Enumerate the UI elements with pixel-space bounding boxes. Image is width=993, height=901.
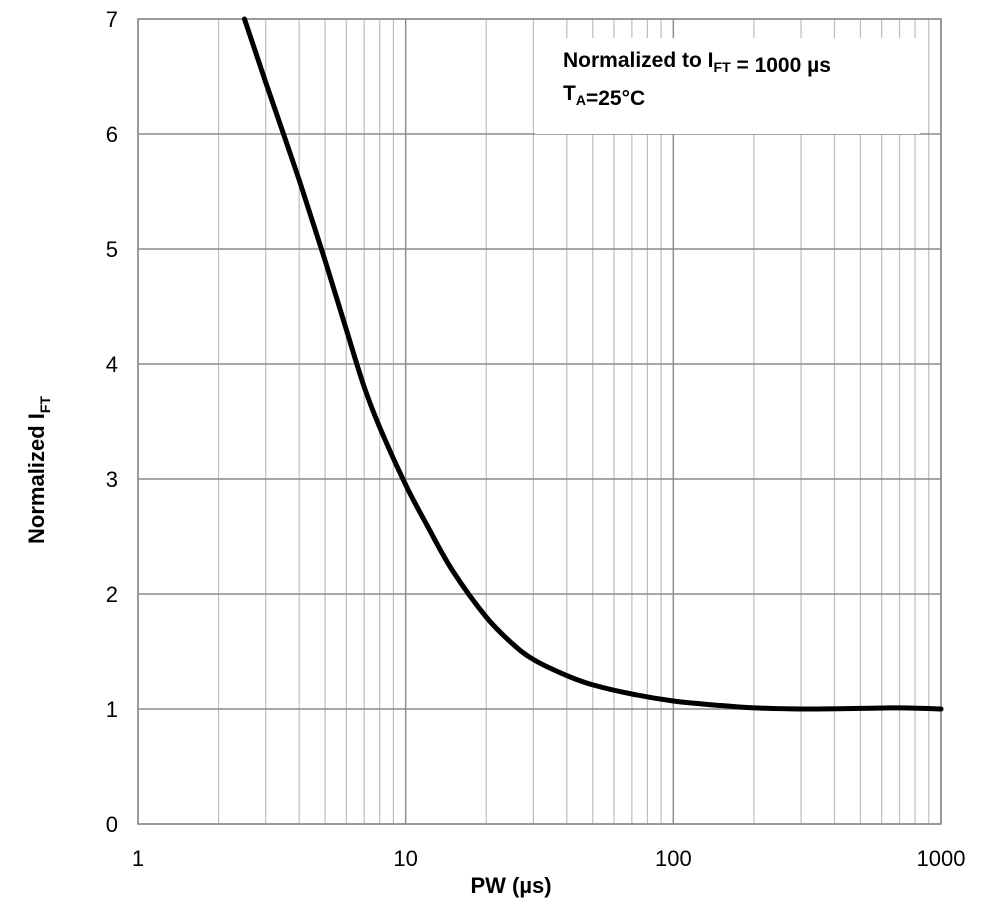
annotation-background — [535, 38, 920, 134]
series-line — [242, 16, 944, 712]
y-tick-label: 2 — [106, 582, 118, 607]
x-tick-label: 10 — [393, 846, 417, 871]
y-tick-label: 6 — [106, 122, 118, 147]
y-axis-label-sub: FT — [37, 396, 53, 414]
series-group — [242, 16, 944, 712]
x-tick-label: 1 — [132, 846, 144, 871]
y-tick-label: 5 — [106, 237, 118, 262]
grid — [137, 18, 942, 825]
annotation-text: = 1000 µs — [731, 54, 831, 77]
annotation-subscript: FT — [714, 59, 732, 75]
annotation-line: Normalized to IFT = 1000 µs — [563, 49, 831, 77]
y-tick-labels: 0 1 2 3 4 5 6 7 — [106, 7, 118, 837]
annotation-text: T — [563, 82, 576, 105]
annotation-text: Normalized to I — [563, 49, 714, 72]
x-tick-label: 1000 — [917, 846, 966, 871]
annotation-box: Normalized to IFT = 1000 µs TA=25°C — [563, 49, 831, 110]
annotation-subscript: A — [576, 92, 586, 108]
y-tick-label: 1 — [106, 697, 118, 722]
y-axis-label: Normalized IFT — [24, 396, 53, 544]
x-tick-label: 100 — [655, 846, 692, 871]
x-axis-label: PW (µs) — [470, 873, 551, 898]
y-tick-label: 0 — [106, 812, 118, 837]
annotation-text: =25°C — [586, 87, 645, 110]
y-axis-label-main: Normalized I — [24, 413, 49, 544]
plot-frame — [137, 18, 942, 825]
annotation-line: TA=25°C — [563, 82, 645, 110]
y-tick-label: 3 — [106, 467, 118, 492]
y-tick-label: 4 — [106, 352, 118, 377]
x-tick-labels: 1 10 100 1000 — [132, 846, 966, 871]
y-tick-label: 7 — [106, 7, 118, 32]
